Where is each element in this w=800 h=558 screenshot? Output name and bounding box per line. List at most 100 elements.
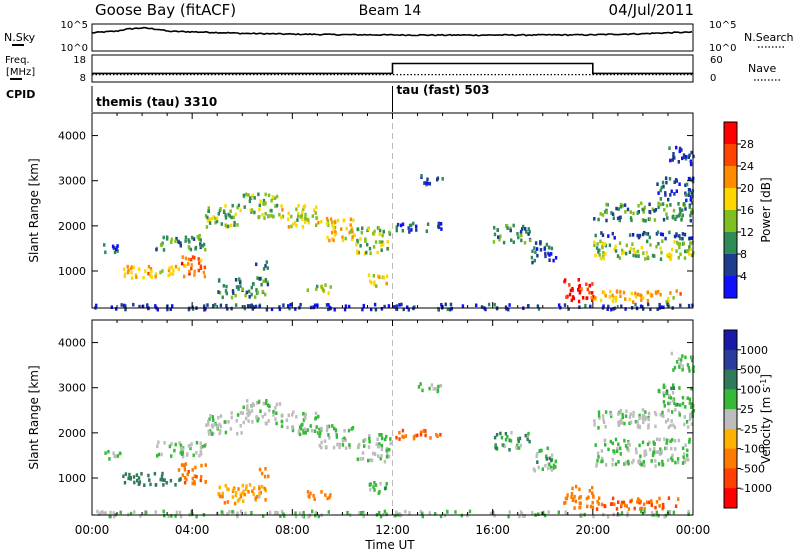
power-echo-cell [529, 238, 532, 243]
velocity-echo-cell [124, 472, 128, 476]
power-echo-cell [683, 232, 687, 237]
x-tick-label: 00:00 [75, 523, 110, 537]
velocity-echo-cell [162, 483, 165, 487]
power-echo-cell [223, 210, 226, 214]
velocity-echo-cell [654, 464, 657, 468]
power-echo-cell [169, 272, 172, 276]
velocity-echo-cell [239, 509, 243, 514]
velocity-echo-cell [373, 452, 377, 457]
velocity-echo-cell [242, 405, 245, 410]
power-echo-cell [199, 238, 202, 242]
power-echo-cell [428, 181, 432, 186]
velocity-echo-cell [260, 471, 264, 476]
power-echo-cell [619, 205, 623, 209]
power-echo-cell [378, 232, 381, 237]
power-echo-cell [426, 177, 429, 182]
power-echo-cell [395, 225, 398, 229]
velocity-echo-cell [644, 452, 648, 456]
velocity-echo-cell [302, 418, 306, 422]
freq-tick-bottom: 8 [80, 73, 86, 84]
velocity-echo-cell [378, 442, 381, 446]
power-echo-cell [597, 250, 600, 254]
velocity-echo-cell [291, 413, 294, 417]
power-echo-region [217, 276, 270, 300]
power-echo-cell [254, 304, 258, 309]
power-echo-cell [290, 224, 293, 229]
velocity-echo-cell [304, 416, 307, 420]
power-echo-cell [326, 219, 330, 223]
velocity-echo-cell [280, 419, 283, 424]
power-echo-cell [184, 235, 188, 240]
power-echo-cell [668, 177, 672, 181]
velocity-echo-cell [670, 446, 673, 451]
velocity-echo-cell [689, 415, 692, 419]
power-echo-cell [590, 296, 593, 300]
velocity-echo-cell [669, 396, 673, 400]
power-echo-cell [115, 247, 118, 252]
velocity-echo-cell [230, 415, 233, 420]
velocity-echo-cell [377, 444, 380, 449]
power-echo-region [103, 243, 119, 255]
velocity-echo-cell [671, 453, 674, 458]
power-echo-cell [664, 236, 667, 241]
power-colorbar-swatch [724, 210, 737, 233]
velocity-echo-cell [692, 369, 695, 373]
velocity-colorbar-tick-label: 25 [740, 403, 754, 416]
velocity-echo-cell [260, 484, 264, 489]
velocity-echo-cell [495, 433, 499, 437]
velocity-echo-cell [647, 417, 650, 422]
velocity-echo-cell [676, 457, 680, 461]
velocity-echo-cell [189, 446, 192, 451]
velocity-echo-cell [687, 366, 690, 370]
power-echo-cell [660, 250, 663, 255]
velocity-echo-cell [691, 358, 694, 363]
velocity-echo-cell [332, 445, 336, 450]
power-echo-cell [524, 227, 527, 231]
nave-label: Nave [748, 62, 776, 75]
power-echo-region [668, 145, 695, 167]
power-echo-cell [171, 304, 174, 308]
velocity-echo-cell [636, 419, 639, 424]
power-echo-cell [567, 307, 570, 311]
velocity-echo-cell [658, 452, 662, 456]
velocity-echo-cell [412, 435, 416, 439]
power-echo-cell [297, 203, 300, 208]
velocity-echo-cell [128, 472, 131, 477]
power-echo-cell [294, 307, 297, 311]
velocity-echo-cell [672, 386, 676, 390]
power-echo-cell [291, 222, 295, 227]
power-echo-cell [634, 291, 637, 296]
velocity-echo-cell [624, 461, 628, 466]
velocity-echo-cell [681, 354, 684, 358]
velocity-echo-cell [642, 420, 645, 425]
nsearch-label: N.Search [744, 31, 794, 44]
velocity-echo-cell [163, 441, 166, 445]
power-echo-cell [123, 272, 127, 276]
velocity-echo-cell [643, 414, 646, 419]
power-echo-cell [648, 202, 651, 207]
velocity-echo-cell [195, 440, 199, 445]
velocity-echo-cell [617, 460, 620, 464]
power-echo-cell [258, 207, 261, 212]
velocity-echo-cell [421, 388, 424, 393]
nsky-panel-frame [91, 23, 694, 52]
power-echo-cell [502, 240, 506, 245]
power-echo-cell [251, 282, 255, 286]
velocity-echo-cell [688, 439, 691, 444]
power-echo-cell [251, 193, 254, 198]
velocity-echo-cell [156, 454, 159, 458]
velocity-echo-cell [177, 468, 181, 472]
velocity-echo-cell [655, 500, 659, 504]
velocity-echo-cell [159, 477, 162, 482]
velocity-echo-cell [620, 418, 623, 422]
power-echo-cell [688, 205, 691, 209]
velocity-colorbar-swatch [724, 409, 737, 430]
velocity-echo-cell [254, 496, 257, 500]
power-echo-cell [672, 296, 675, 300]
velocity-echo-cell [638, 443, 641, 448]
power-echo-cell [367, 227, 370, 231]
velocity-echo-cell [687, 509, 690, 514]
velocity-ytick-label: 1000 [58, 472, 86, 485]
power-echo-cell [675, 189, 678, 193]
